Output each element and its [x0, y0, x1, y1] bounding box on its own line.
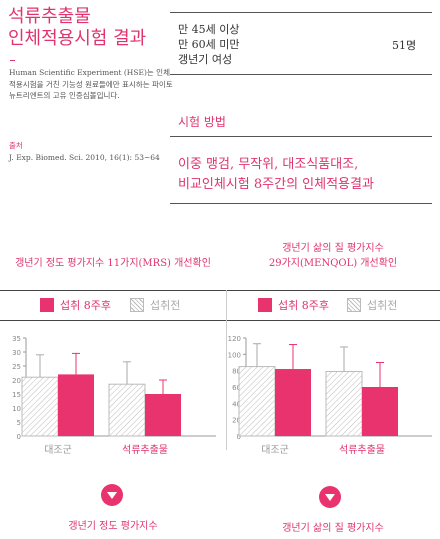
divider: [170, 12, 432, 13]
bar-before: [108, 383, 146, 437]
y-tick-label: 20: [12, 377, 21, 385]
y-tick-label: 35: [12, 335, 21, 343]
source-label: 출처: [9, 141, 23, 150]
legend-label: 섭취 8주후: [60, 299, 111, 312]
swatch-hatch: [130, 298, 144, 312]
divider: [170, 203, 432, 204]
divider: [0, 320, 440, 321]
down-arrow-icon: [101, 484, 123, 506]
source-text: J. Exp. Biomed. Sci. 2010, 16(1): 53~64: [9, 153, 160, 162]
bar-before: [21, 376, 59, 437]
legend-label: 섭취 8주후: [278, 299, 329, 312]
y-tick-label: 80: [232, 368, 241, 376]
y-tick-label: 0: [237, 433, 241, 441]
divider: [170, 74, 432, 75]
x-category-label: 석류추출물: [122, 444, 168, 456]
hse-description: Human Scientific Experiment (HSE)는 인체적용시…: [9, 68, 173, 100]
page-title: 석류추출물 인체적용시험 결과: [8, 6, 147, 49]
y-tick-label: 10: [12, 405, 21, 413]
method-title: 시험 방법: [178, 115, 226, 129]
y-tick-label: 20: [232, 417, 241, 425]
bar-after: [145, 394, 181, 436]
target-line: 갱년기 여성: [178, 53, 233, 66]
y-tick-label: 100: [228, 351, 241, 359]
chart-menqol: 0 20 40 60 80 100 120 대조군 석류추출물: [228, 335, 432, 456]
swatch-hatch: [347, 298, 361, 312]
y-tick-label: 40: [232, 400, 241, 408]
y-tick-label: 5: [17, 419, 21, 427]
y-tick-label: 120: [228, 335, 241, 343]
swatch-solid: [258, 298, 272, 312]
divider: [226, 290, 227, 450]
swatch-solid: [40, 298, 54, 312]
chart-footer: 갱년기 삶의 질 평가지수: [282, 523, 384, 534]
target-subjects: 만 45세 이상 만 60세 미만 갱년기 여성: [178, 22, 239, 67]
chart-title: 갱년기 삶의 질 평가지수 29가지(MENQOL) 개선확인: [268, 243, 398, 269]
legend-after: 섭취 8주후: [258, 297, 329, 313]
y-tick-label: 25: [12, 363, 21, 371]
x-category-label: 대조군: [261, 444, 289, 456]
bar-after: [362, 387, 398, 436]
bar-before: [238, 366, 276, 437]
down-arrow-icon: [319, 486, 341, 508]
y-tick-label: 0: [17, 433, 21, 441]
chart-footer: 갱년기 정도 평가지수: [68, 521, 158, 532]
y-tick-label: 15: [12, 391, 21, 399]
divider: [0, 290, 440, 291]
legend-before: 섭취전: [347, 297, 397, 313]
y-tick-label: 60: [232, 384, 241, 392]
method-text: 이중 맹검, 무작위, 대조식품대조, 비교인체시험 8주간의 인체적용결과: [178, 157, 374, 192]
bar-after: [275, 369, 311, 436]
divider: [170, 136, 432, 137]
legend-label: 섭취전: [367, 299, 398, 312]
legend-before: 섭취전: [130, 297, 180, 313]
chart-mrs: 0 5 10 15 20 25 30 35 대조군 석류추출물: [12, 335, 216, 456]
y-tick-label: 30: [12, 349, 21, 357]
target-line: 만 60세 미만: [178, 38, 240, 51]
legend-after: 섭취 8주후: [40, 297, 111, 313]
divider: [10, 60, 15, 61]
bar-after: [58, 374, 94, 436]
target-line: 만 45세 이상: [178, 23, 240, 36]
target-count: 51명: [392, 39, 417, 52]
x-category-label: 석류추출물: [339, 444, 385, 456]
bar-before: [325, 370, 363, 437]
legend-label: 섭취전: [150, 299, 181, 312]
x-category-label: 대조군: [44, 444, 72, 456]
chart-title: 갱년기 정도 평가지수 11가지(MRS) 개선확인: [15, 258, 211, 269]
